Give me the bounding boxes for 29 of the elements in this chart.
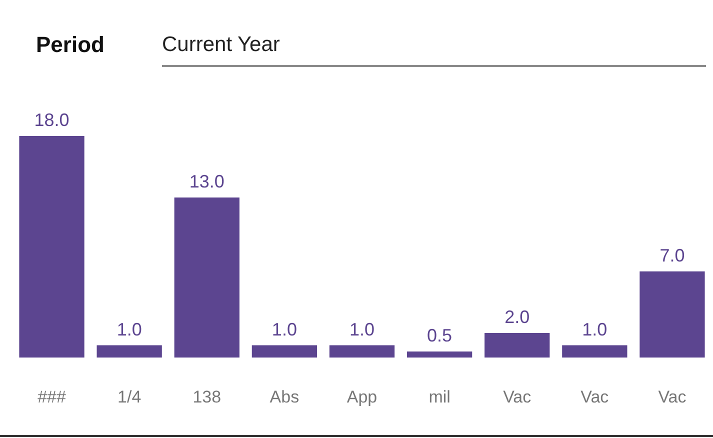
x-tick-label: 1/4 bbox=[118, 387, 142, 406]
data-label: 1.0 bbox=[582, 319, 608, 340]
bar bbox=[19, 136, 84, 358]
data-label: 2.0 bbox=[504, 306, 530, 327]
x-tick-label: Abs bbox=[270, 387, 300, 406]
data-label: 1.0 bbox=[349, 319, 375, 340]
x-tick-label: Vac bbox=[503, 387, 532, 406]
bar bbox=[329, 345, 395, 358]
x-tick-label: Vac bbox=[580, 387, 610, 406]
x-tick-label: mil bbox=[428, 387, 450, 406]
bar bbox=[484, 332, 550, 358]
data-label: 1.0 bbox=[116, 319, 142, 340]
bar bbox=[174, 198, 240, 358]
data-label: 0.5 bbox=[427, 325, 452, 346]
x-tick-label: ### bbox=[38, 387, 66, 406]
data-label: 18.0 bbox=[34, 110, 70, 130]
data-label: 1.0 bbox=[272, 319, 297, 340]
bar bbox=[96, 345, 162, 358]
bar bbox=[562, 345, 628, 358]
x-tick-label: 138 bbox=[192, 387, 222, 406]
x-tick-label: Vac bbox=[658, 387, 687, 406]
bar bbox=[252, 345, 318, 358]
chart-title: Period bbox=[36, 32, 104, 58]
chart-subtitle: Current Year bbox=[162, 33, 280, 57]
x-tick-label: App bbox=[346, 387, 378, 406]
data-label: 13.0 bbox=[189, 172, 224, 192]
data-label: 7.0 bbox=[660, 245, 685, 266]
bar bbox=[406, 351, 472, 358]
bar bbox=[640, 271, 705, 358]
